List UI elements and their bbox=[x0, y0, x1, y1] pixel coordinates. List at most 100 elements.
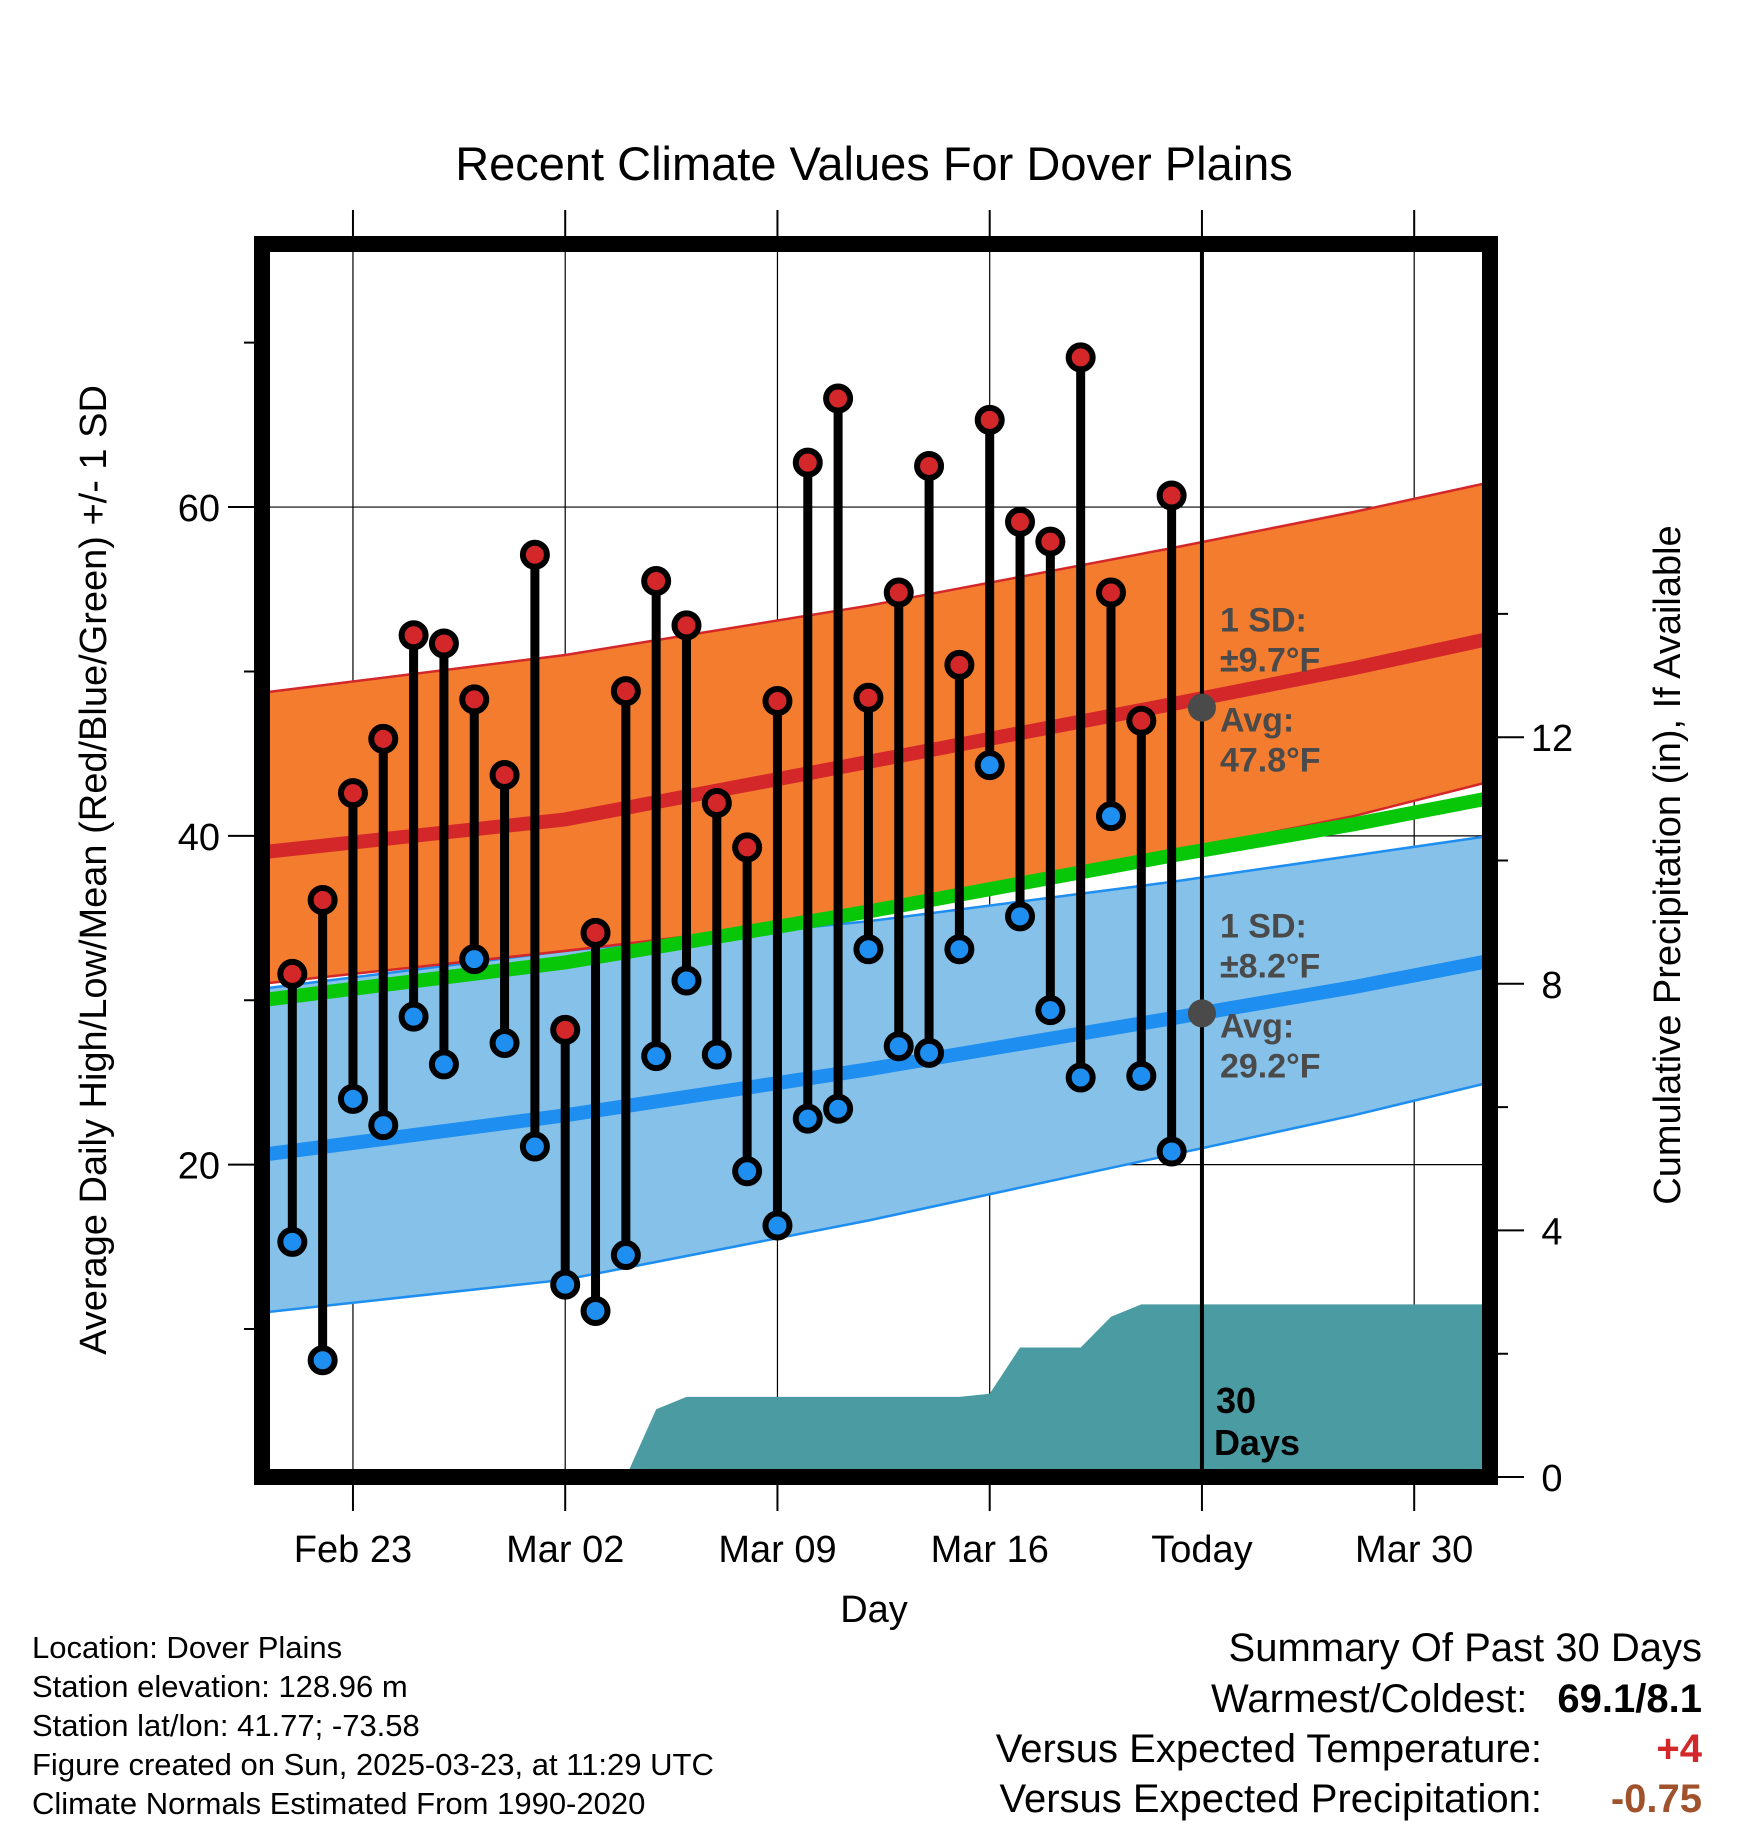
daily-low-marker bbox=[519, 1131, 550, 1162]
x-tick-label: Feb 23 bbox=[294, 1529, 412, 1571]
y-axis-label: Average Daily High/Low/Mean (Red/Blue/Gr… bbox=[73, 385, 115, 1355]
daily-high-marker bbox=[277, 958, 308, 989]
y2-tick-label: 12 bbox=[1531, 718, 1573, 760]
daily-low-marker bbox=[732, 1156, 763, 1187]
daily-high-marker bbox=[1035, 526, 1066, 557]
high-sd-label: 1 SD: bbox=[1220, 602, 1307, 640]
daily-low-marker bbox=[1035, 995, 1066, 1026]
daily-high-marker bbox=[550, 1014, 581, 1045]
daily-low-marker bbox=[823, 1093, 854, 1124]
station-info: Location: Dover Plains Station elevation… bbox=[32, 1628, 714, 1823]
daily-low-marker bbox=[459, 944, 490, 975]
daily-low-marker bbox=[944, 934, 975, 965]
daily-high-marker bbox=[974, 404, 1005, 435]
daily-high-marker bbox=[823, 383, 854, 414]
daily-low-marker bbox=[307, 1345, 338, 1376]
high-sd-value: ±9.7°F bbox=[1220, 642, 1320, 680]
low-avg-label: Avg: bbox=[1220, 1007, 1294, 1045]
temp-label: Versus Expected Temperature: bbox=[995, 1727, 1542, 1771]
low-sd-value: ±8.2°F bbox=[1220, 947, 1320, 985]
daily-low-marker bbox=[914, 1037, 945, 1068]
daily-high-marker bbox=[853, 682, 884, 713]
daily-high-marker bbox=[307, 884, 338, 915]
x-tick-label: Mar 02 bbox=[506, 1529, 624, 1571]
y2-tick-label: 8 bbox=[1541, 965, 1562, 1007]
daily-high-marker bbox=[398, 620, 429, 651]
daily-high-marker bbox=[883, 577, 914, 608]
high-avg-value: 47.8°F bbox=[1220, 742, 1321, 780]
high-sd-band bbox=[262, 482, 1490, 984]
precip-area bbox=[625, 1304, 1490, 1477]
x-axis-label: Day bbox=[840, 1589, 908, 1631]
normals-text: Climate Normals Estimated From 1990-2020 bbox=[32, 1786, 646, 1821]
daily-low-marker bbox=[368, 1110, 399, 1141]
low-normal-line bbox=[262, 953, 1490, 1162]
warmest-label: Warmest/Coldest: bbox=[1211, 1677, 1528, 1721]
daily-low-marker bbox=[610, 1240, 641, 1271]
temp-value: +4 bbox=[1656, 1727, 1702, 1771]
daily-high-marker bbox=[519, 539, 550, 570]
daily-low-marker bbox=[883, 1031, 914, 1062]
y-tick-label: 60 bbox=[178, 488, 220, 530]
precip-label: Versus Expected Precipitation: bbox=[999, 1777, 1542, 1821]
daily-low-marker bbox=[792, 1103, 823, 1134]
high-avg-label: Avg: bbox=[1220, 702, 1294, 740]
daily-high-marker bbox=[792, 447, 823, 478]
low-sd-label: 1 SD: bbox=[1220, 907, 1307, 945]
low-avg-marker bbox=[1187, 999, 1216, 1028]
created-text: Figure created on Sun, 2025-03-23, at 11… bbox=[32, 1747, 714, 1782]
days-label-number: 30 bbox=[1216, 1380, 1256, 1421]
daily-low-marker bbox=[550, 1269, 581, 1300]
plot-clipped bbox=[262, 244, 1490, 1477]
daily-high-marker bbox=[610, 676, 641, 707]
daily-low-marker bbox=[1005, 901, 1036, 932]
daily-high-marker bbox=[489, 760, 520, 791]
daily-low-marker bbox=[641, 1041, 672, 1072]
high-avg-marker bbox=[1187, 693, 1216, 722]
summary-row-temp: Versus Expected Temperature: +4 bbox=[996, 1724, 1702, 1774]
daily-low-marker bbox=[1065, 1062, 1096, 1093]
daily-high-marker bbox=[914, 450, 945, 481]
latlon-text: Station lat/lon: 41.77; -73.58 bbox=[32, 1708, 420, 1743]
daily-low-marker bbox=[1095, 801, 1126, 832]
low-band-lower-edge bbox=[262, 1081, 1490, 1314]
daily-high-marker bbox=[337, 778, 368, 809]
daily-high-marker bbox=[1005, 506, 1036, 537]
y-tick-label: 20 bbox=[178, 1146, 220, 1188]
summary-title: Summary Of Past 30 Days bbox=[1228, 1626, 1702, 1670]
daily-high-marker bbox=[1065, 342, 1096, 373]
y2-tick-label: 0 bbox=[1541, 1458, 1562, 1500]
y2-tick-label: 4 bbox=[1541, 1211, 1562, 1253]
days-label-text: Days bbox=[1214, 1422, 1300, 1463]
x-tick-label: Today bbox=[1151, 1529, 1252, 1571]
location-text: Location: Dover Plains bbox=[32, 1630, 343, 1665]
daily-low-marker bbox=[762, 1210, 793, 1241]
daily-high-marker bbox=[641, 566, 672, 597]
daily-high-marker bbox=[762, 686, 793, 717]
daily-high-marker bbox=[671, 610, 702, 641]
daily-low-marker bbox=[1156, 1136, 1187, 1167]
chart-title: Recent Climate Values For Dover Plains bbox=[455, 137, 1293, 190]
daily-high-marker bbox=[1126, 705, 1157, 736]
summary-row-warmest: Warmest/Coldest: 69.1/8.1 bbox=[996, 1674, 1702, 1724]
precip-value: -0.75 bbox=[1610, 1777, 1702, 1821]
daily-high-marker bbox=[1156, 480, 1187, 511]
daily-high-marker bbox=[701, 787, 732, 818]
daily-high-marker bbox=[732, 832, 763, 863]
elevation-text: Station elevation: 128.96 m bbox=[32, 1669, 408, 1704]
daily-high-marker bbox=[368, 723, 399, 754]
daily-low-marker bbox=[701, 1039, 732, 1070]
axes: Feb 23 Mar 02 Mar 09 Mar 16 Today Mar 3020406… bbox=[178, 210, 1573, 1571]
y-tick-label: 40 bbox=[178, 817, 220, 859]
y2-axis-label: Cumulative Precipitation (in), If Availa… bbox=[1647, 525, 1689, 1204]
summary-row-precip: Versus Expected Precipitation: -0.75 bbox=[996, 1774, 1702, 1824]
daily-high-marker bbox=[459, 684, 490, 715]
daily-low-marker bbox=[489, 1027, 520, 1058]
daily-low-marker bbox=[1126, 1060, 1157, 1091]
daily-low-marker bbox=[580, 1295, 611, 1326]
x-tick-label: Mar 16 bbox=[931, 1529, 1049, 1571]
daily-high-marker bbox=[1095, 577, 1126, 608]
daily-low-marker bbox=[671, 965, 702, 996]
